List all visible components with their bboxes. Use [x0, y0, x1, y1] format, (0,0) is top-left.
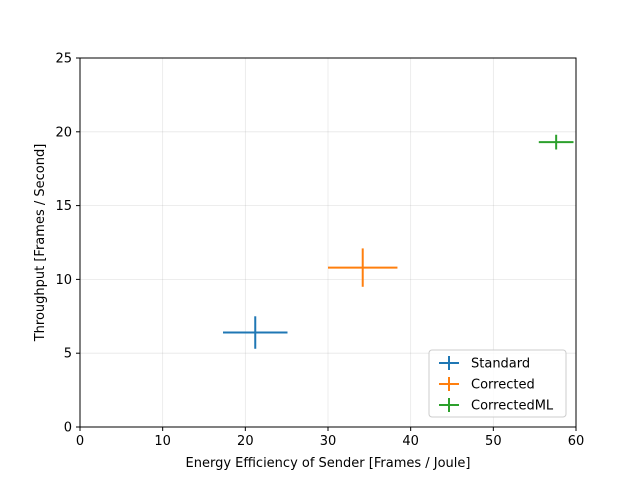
y-tick-label: 5 [64, 347, 72, 362]
x-tick-label: 0 [76, 434, 84, 449]
x-tick-label: 30 [320, 434, 337, 449]
y-axis-label: Throughput [Frames / Second] [33, 144, 48, 343]
legend-item-standard: Standard [439, 356, 530, 372]
legend-box [428, 349, 567, 418]
legend-item-correctedml: CorrectedML [439, 398, 554, 414]
legend-label: CorrectedML [471, 399, 554, 414]
x-axis-label: Energy Efficiency of Sender [Frames / Jo… [186, 456, 471, 471]
series-standard-errorbar [223, 316, 288, 349]
legend-item-corrected: Corrected [439, 377, 535, 393]
y-tick-label: 15 [55, 199, 72, 214]
axis-ticks: 0 10 20 30 40 50 60 0 5 10 15 20 25 [55, 52, 584, 450]
error-bar-series [223, 134, 574, 349]
legend-label: Corrected [471, 378, 535, 393]
x-tick-label: 20 [237, 434, 254, 449]
series-corrected-errorbar [328, 248, 398, 287]
legend-label: Standard [471, 357, 530, 372]
series-correctedml-errorbar [538, 134, 574, 150]
x-tick-label: 40 [402, 434, 419, 449]
legend: Standard Corrected CorrectedML [428, 349, 567, 418]
y-tick-label: 0 [64, 421, 72, 436]
y-tick-label: 20 [55, 125, 72, 140]
y-tick-label: 25 [55, 52, 72, 67]
y-tick-label: 10 [55, 273, 72, 288]
x-tick-label: 60 [568, 434, 585, 449]
x-tick-label: 50 [485, 434, 502, 449]
x-tick-label: 10 [154, 434, 171, 449]
